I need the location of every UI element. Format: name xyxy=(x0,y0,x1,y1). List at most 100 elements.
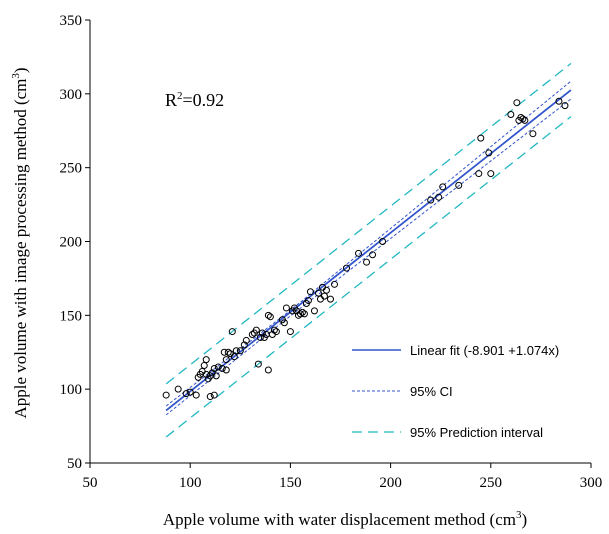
data-point xyxy=(363,258,371,266)
y-tick-label: 300 xyxy=(60,87,83,103)
x-tick-label: 300 xyxy=(580,475,603,491)
r2-superscript: 2 xyxy=(177,90,183,102)
legend: Linear fit (-8.901 +1.074x) 95% CI 95% P… xyxy=(352,343,559,440)
data-point xyxy=(200,362,208,370)
data-point xyxy=(264,366,272,374)
y-tick-label: 250 xyxy=(60,161,83,177)
data-point xyxy=(555,97,563,105)
data-point xyxy=(521,116,529,124)
data-point xyxy=(300,310,308,318)
y-tick-label: 150 xyxy=(60,308,83,324)
data-point xyxy=(162,391,170,399)
prediction-lower-line xyxy=(165,116,572,438)
data-point xyxy=(487,170,495,178)
y-tick-label: 350 xyxy=(60,13,83,29)
data-point xyxy=(256,333,264,341)
x-axis-label-text: Apple volume with water displacement met… xyxy=(163,510,516,529)
data-points xyxy=(162,97,569,401)
y-axis-label-sup: 3 xyxy=(10,73,22,79)
data-point xyxy=(272,328,280,336)
data-point xyxy=(236,347,244,355)
y-tick-label: 200 xyxy=(60,235,83,251)
data-point xyxy=(320,292,328,300)
data-point xyxy=(218,364,226,372)
data-point xyxy=(206,393,214,401)
data-point xyxy=(270,326,278,334)
data-point xyxy=(254,360,262,368)
data-point xyxy=(455,181,463,189)
y-tick-label: 100 xyxy=(60,382,83,398)
plot-area xyxy=(89,20,591,464)
data-point xyxy=(485,149,493,157)
data-point xyxy=(228,328,236,336)
x-tick-label: 250 xyxy=(480,475,503,491)
data-point xyxy=(310,307,318,315)
data-point xyxy=(212,372,220,380)
r2-value: =0.92 xyxy=(183,90,225,110)
legend-label-ci: 95% CI xyxy=(410,384,453,399)
data-point xyxy=(286,328,294,336)
x-axis-label-tail: ) xyxy=(521,510,527,529)
data-point xyxy=(439,183,447,191)
data-point xyxy=(477,134,485,142)
data-point xyxy=(280,319,288,327)
x-axis-label: Apple volume with water displacement met… xyxy=(163,509,527,529)
data-point xyxy=(355,249,363,257)
legend-label-prediction: 95% Prediction interval xyxy=(410,425,543,440)
data-point xyxy=(224,348,232,356)
data-point xyxy=(507,111,515,119)
data-point xyxy=(192,391,200,399)
data-point xyxy=(182,390,190,398)
x-axis-label-sup: 3 xyxy=(516,509,522,521)
r-squared-annotation: R2=0.92 xyxy=(165,90,224,110)
data-point xyxy=(248,331,256,339)
data-point xyxy=(222,356,230,364)
data-point xyxy=(296,310,304,318)
data-point xyxy=(519,115,527,123)
data-point xyxy=(475,170,483,178)
y-axis-label: Apple volume with image processing metho… xyxy=(10,67,30,418)
data-point xyxy=(174,385,182,393)
data-point xyxy=(230,353,238,361)
data-point xyxy=(316,295,324,303)
r2-prefix: R xyxy=(165,90,177,110)
data-point xyxy=(304,297,312,305)
data-point xyxy=(435,193,443,201)
data-point xyxy=(322,286,330,294)
x-tick-label: 150 xyxy=(279,475,302,491)
data-point xyxy=(298,308,306,316)
data-point xyxy=(379,238,387,245)
data-point xyxy=(222,366,230,374)
x-tick-label: 200 xyxy=(379,475,402,491)
y-axis-ticks: 50 100 150 200 250 300 350 xyxy=(60,13,90,472)
data-point xyxy=(330,280,338,288)
data-point xyxy=(252,326,260,334)
data-point xyxy=(258,329,266,337)
linear-fit-line xyxy=(165,89,572,412)
data-point xyxy=(266,313,274,321)
data-point xyxy=(264,311,272,319)
data-point xyxy=(369,251,377,259)
data-point xyxy=(210,364,218,372)
x-tick-label: 100 xyxy=(179,475,202,491)
legend-label-fit: Linear fit (-8.901 +1.074x) xyxy=(410,343,559,358)
data-point xyxy=(232,347,240,355)
x-tick-label: 50 xyxy=(83,475,98,491)
data-point xyxy=(529,130,537,138)
data-point xyxy=(513,99,521,107)
fit-lines xyxy=(165,62,572,438)
data-point xyxy=(202,356,210,364)
data-point xyxy=(186,388,194,396)
data-point xyxy=(226,350,234,358)
data-point xyxy=(282,304,290,312)
data-point xyxy=(240,341,248,349)
y-tick-label: 50 xyxy=(67,456,82,472)
data-point xyxy=(214,363,222,371)
data-point xyxy=(210,391,218,399)
data-point xyxy=(242,336,250,344)
data-point xyxy=(427,196,435,204)
y-axis-label-tail: ) xyxy=(11,67,30,73)
data-point xyxy=(343,264,351,272)
x-axis-ticks: 50 100 150 200 250 300 xyxy=(83,463,603,491)
